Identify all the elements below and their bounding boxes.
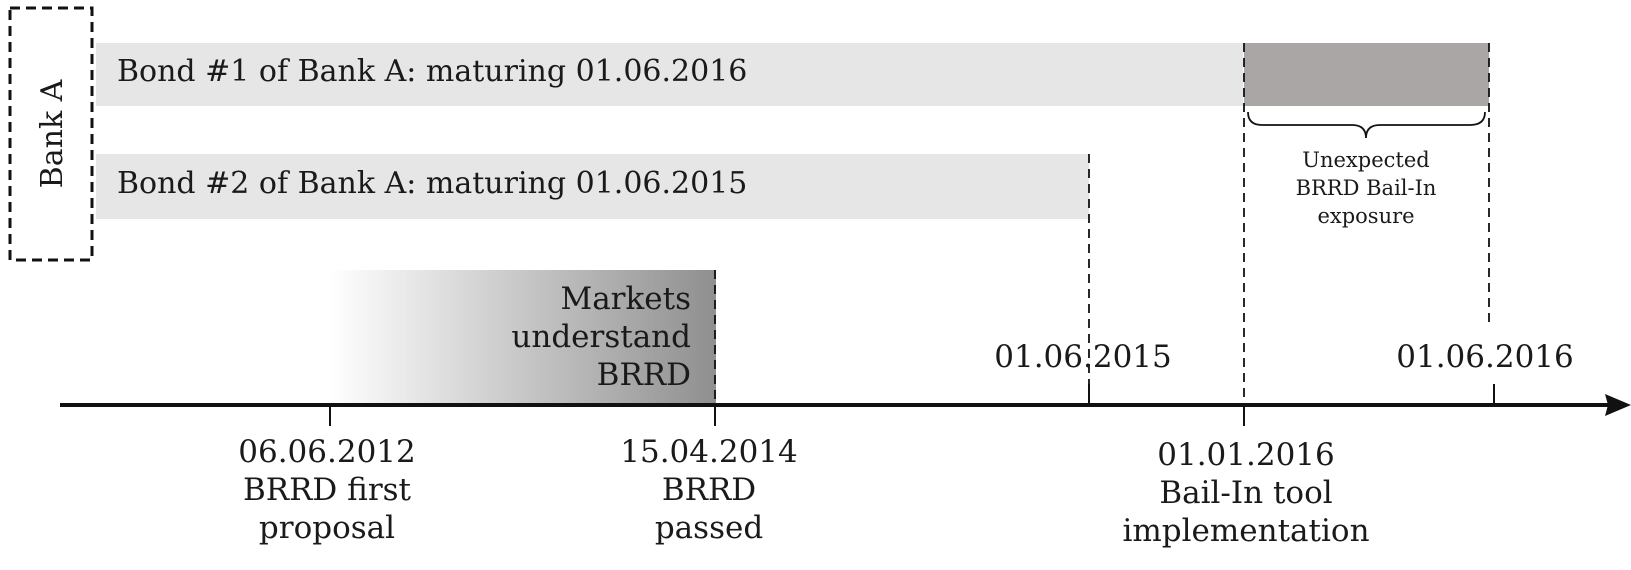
bond-1-bar xyxy=(96,43,1243,106)
entity-label: Bank A xyxy=(35,79,70,188)
exposure-box xyxy=(1244,43,1489,106)
market-line-2: understand xyxy=(511,319,691,355)
date-label-2015-06: 01.06.2015 xyxy=(994,339,1172,375)
event-2016-line-1: Bail-In tool xyxy=(1159,475,1332,511)
entity-box xyxy=(8,6,94,262)
event-2012-date: 06.06.2012 xyxy=(238,434,416,470)
market-line-1: Markets xyxy=(560,281,691,317)
event-2014-line-1: BRRD xyxy=(662,472,756,508)
event-2014-date: 15.04.2014 xyxy=(620,434,798,470)
date-label-2016-06: 01.06.2016 xyxy=(1396,339,1574,375)
event-2012-line-1: BRRD first xyxy=(243,472,412,508)
bond-1-label: Bond #1 of Bank A: maturing 01.06.2016 xyxy=(117,54,747,89)
market-understanding-gradient xyxy=(330,270,716,404)
exposure-line-2: BRRD Bail-In xyxy=(1296,176,1437,200)
exposure-brace xyxy=(1247,111,1486,139)
exposure-line-3: exposure xyxy=(1317,204,1414,228)
event-2012-line-2: proposal xyxy=(259,510,395,546)
event-2014-line-2: passed xyxy=(655,510,763,546)
market-line-3: BRRD xyxy=(597,357,691,393)
exposure-line-1: Unexpected xyxy=(1302,148,1429,172)
timeline-arrow-icon xyxy=(1605,394,1631,416)
bond-2-bar xyxy=(96,154,1089,219)
event-2016-line-2: implementation xyxy=(1122,513,1369,549)
event-2016-date: 01.01.2016 xyxy=(1157,437,1335,473)
bond-2-label: Bond #2 of Bank A: maturing 01.06.2015 xyxy=(117,166,747,201)
